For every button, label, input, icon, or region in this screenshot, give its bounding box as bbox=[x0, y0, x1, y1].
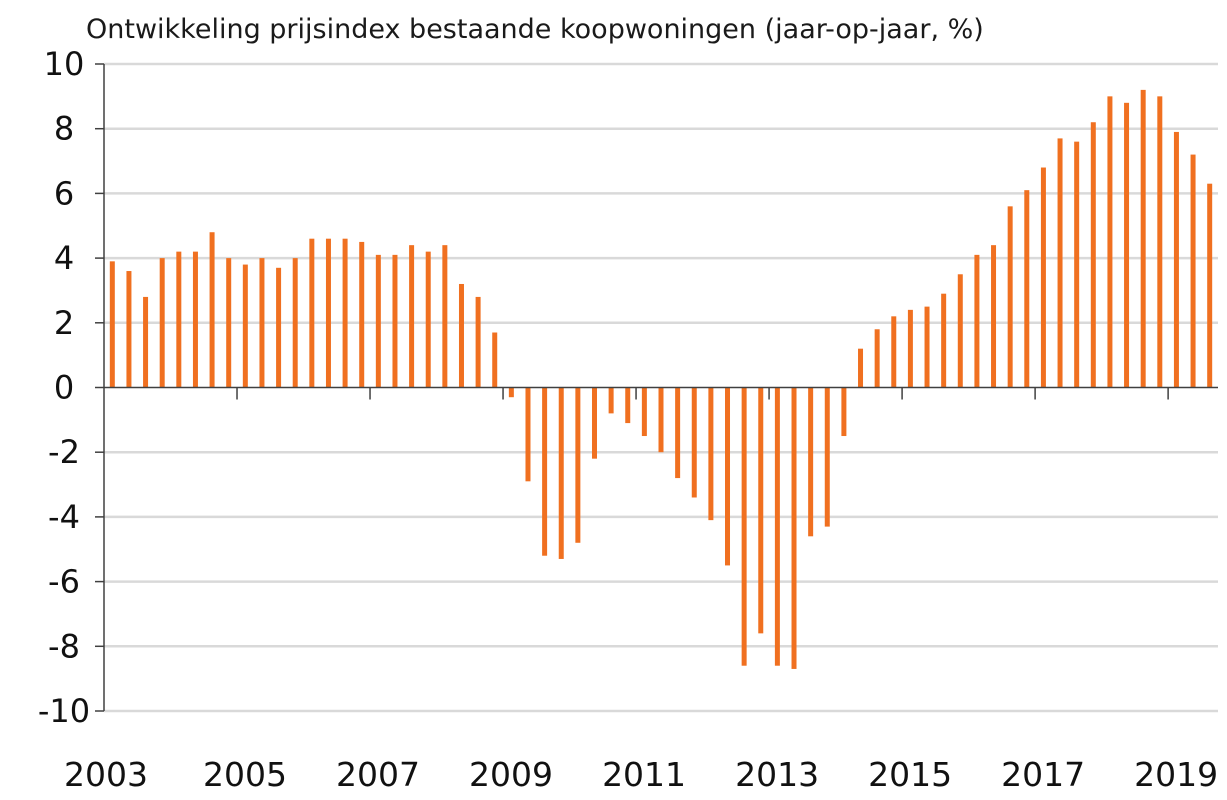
bar bbox=[292, 258, 298, 388]
bar bbox=[176, 251, 182, 388]
bar bbox=[658, 387, 664, 453]
bar bbox=[725, 387, 731, 566]
y-tick-label: 10 bbox=[44, 45, 85, 83]
bar bbox=[1173, 131, 1179, 388]
y-tick-label: 2 bbox=[54, 304, 74, 342]
bar bbox=[392, 254, 398, 388]
x-tick-label: 2003 bbox=[64, 755, 148, 794]
y-tick-label: -2 bbox=[48, 433, 80, 471]
bar bbox=[242, 264, 248, 388]
bar bbox=[375, 254, 381, 388]
bar bbox=[1040, 167, 1046, 388]
x-tick-label: 2009 bbox=[469, 755, 553, 794]
bar bbox=[991, 245, 997, 388]
chart-title: Ontwikkeling prijsindex bestaande koopwo… bbox=[86, 14, 984, 45]
bar-series bbox=[109, 89, 1213, 669]
x-tick-label: 2019 bbox=[1134, 755, 1218, 794]
bar bbox=[625, 387, 631, 424]
y-tick-label: 0 bbox=[54, 369, 74, 407]
bar bbox=[1090, 122, 1096, 388]
bar bbox=[1024, 190, 1030, 388]
x-tick-label: 2017 bbox=[1001, 755, 1085, 794]
bar bbox=[675, 387, 681, 479]
y-tick-label: -8 bbox=[48, 627, 80, 665]
bar bbox=[608, 387, 614, 414]
bar bbox=[1140, 89, 1146, 388]
bar bbox=[109, 261, 115, 388]
bar bbox=[359, 241, 365, 388]
bar bbox=[442, 245, 448, 388]
bar bbox=[1124, 102, 1130, 388]
bar bbox=[325, 238, 331, 388]
bar bbox=[575, 387, 581, 543]
bar bbox=[475, 296, 481, 388]
x-tick-label: 2013 bbox=[735, 755, 819, 794]
bar bbox=[342, 238, 348, 388]
bar bbox=[159, 258, 165, 388]
x-tick-label: 2015 bbox=[868, 755, 952, 794]
bar bbox=[525, 387, 531, 482]
x-tick-labels: 2003 2005 2007 2009 2011 2013 2015 2017 2019 bbox=[64, 755, 1218, 794]
bar bbox=[209, 232, 215, 388]
bar bbox=[708, 387, 714, 521]
bar bbox=[808, 387, 814, 537]
bar bbox=[591, 387, 597, 459]
bar bbox=[458, 283, 464, 388]
y-tick-label: -4 bbox=[48, 498, 80, 536]
bar bbox=[758, 387, 764, 634]
bar bbox=[874, 329, 880, 388]
bar bbox=[858, 348, 864, 388]
bar bbox=[1190, 154, 1196, 388]
bar bbox=[226, 258, 232, 388]
bar bbox=[309, 238, 315, 388]
bar bbox=[1007, 206, 1013, 388]
bar bbox=[126, 271, 132, 388]
bar bbox=[941, 293, 947, 388]
axes bbox=[95, 63, 1218, 712]
bar bbox=[974, 254, 980, 388]
bar bbox=[276, 267, 282, 388]
bar bbox=[259, 258, 265, 388]
bar bbox=[841, 387, 847, 437]
y-tick-labels: 10 8 6 4 2 0 -2 -4 -6 -8 -10 bbox=[38, 45, 90, 730]
x-tick-label: 2007 bbox=[336, 755, 420, 794]
bar bbox=[774, 387, 780, 666]
bar bbox=[907, 309, 913, 388]
bar bbox=[1074, 141, 1080, 388]
y-tick-label: 8 bbox=[54, 110, 74, 148]
bar bbox=[1207, 183, 1213, 388]
bar bbox=[824, 387, 830, 527]
bar bbox=[192, 251, 198, 388]
bar bbox=[508, 387, 514, 398]
y-tick-label: -6 bbox=[48, 563, 80, 601]
bar bbox=[891, 316, 897, 388]
bar bbox=[143, 296, 149, 388]
y-tick-label: 6 bbox=[54, 174, 74, 212]
bar bbox=[542, 387, 548, 556]
bar bbox=[641, 387, 647, 437]
x-tick-label: 2011 bbox=[602, 755, 686, 794]
bar bbox=[409, 245, 415, 388]
bar bbox=[1157, 96, 1163, 388]
bar bbox=[791, 387, 797, 669]
bar bbox=[425, 251, 431, 388]
bar bbox=[957, 274, 963, 388]
bar bbox=[1107, 96, 1113, 388]
y-tick-label: -10 bbox=[38, 692, 90, 730]
bar bbox=[492, 332, 498, 388]
bar bbox=[924, 306, 930, 388]
bar bbox=[691, 387, 697, 498]
bar bbox=[741, 387, 747, 666]
bar bbox=[1057, 138, 1063, 388]
x-tick-label: 2005 bbox=[203, 755, 287, 794]
bar bbox=[558, 387, 564, 559]
y-tick-label: 4 bbox=[54, 239, 74, 277]
